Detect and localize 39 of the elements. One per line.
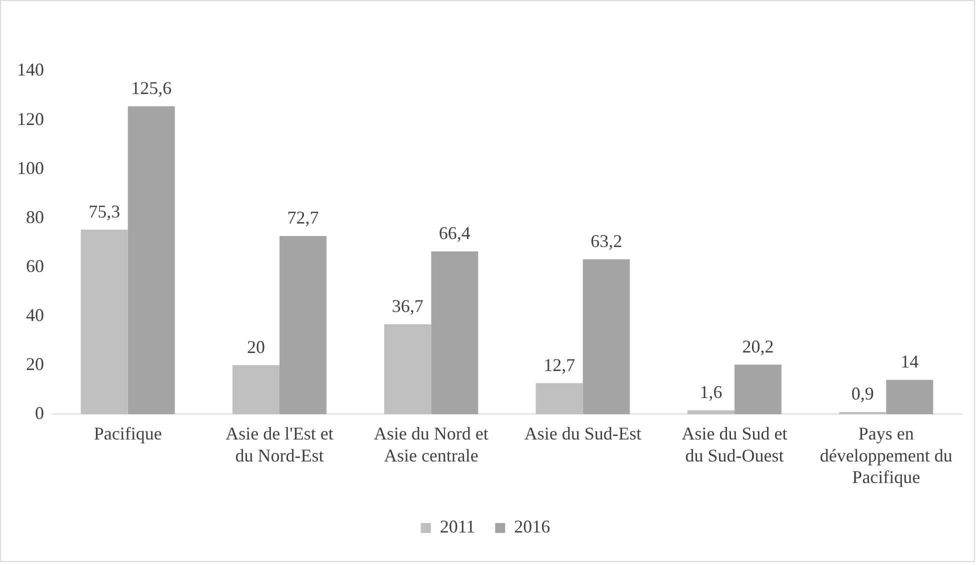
x-tick-label: Asie du Sud et du Sud-Ouest — [682, 424, 788, 466]
data-label: 1,6 — [700, 382, 722, 402]
data-label: 63,2 — [590, 231, 622, 252]
bar — [839, 412, 886, 414]
data-label: 72,7 — [287, 208, 319, 228]
legend-label: 2016 — [514, 516, 550, 537]
data-label: 12,7 — [544, 354, 576, 375]
data-label: 20 — [246, 336, 265, 357]
x-tick-label: Asie de l'Est et du Nord-Est — [226, 424, 334, 466]
bar — [431, 251, 478, 414]
y-tick-label: 20 — [26, 354, 44, 374]
y-tick-label: 40 — [26, 304, 44, 325]
data-label: 20,2 — [742, 336, 774, 356]
x-tick-label: Pacifique — [94, 424, 162, 444]
bar — [128, 106, 175, 414]
y-tick-label: 0 — [35, 402, 44, 423]
y-tick-label: 140 — [17, 60, 44, 80]
bar — [536, 383, 583, 414]
bar — [384, 324, 432, 414]
bar — [582, 259, 630, 414]
data-label: 0,9 — [851, 384, 874, 404]
x-tick-label: Asie du Sud-Est — [524, 424, 642, 444]
y-tick-label: 80 — [26, 206, 44, 227]
data-label: 66,4 — [438, 223, 470, 244]
data-label: 75,3 — [88, 201, 120, 222]
y-tick-label: 100 — [17, 158, 44, 178]
bar — [232, 365, 280, 414]
bar — [734, 364, 782, 414]
data-label: 36,7 — [392, 296, 424, 316]
x-tick-label: Asie du Nord et Asie centrale — [374, 424, 488, 466]
bar — [280, 236, 327, 414]
bar — [886, 380, 934, 414]
data-label: 125,6 — [131, 78, 172, 98]
bar — [80, 230, 128, 414]
data-label: 14 — [900, 352, 919, 372]
x-tick-label: Pays en développement du Pacifique — [820, 424, 952, 487]
legend-label: 2011 — [440, 516, 476, 537]
y-tick-label: 60 — [26, 256, 44, 276]
y-tick-label: 120 — [17, 108, 44, 129]
